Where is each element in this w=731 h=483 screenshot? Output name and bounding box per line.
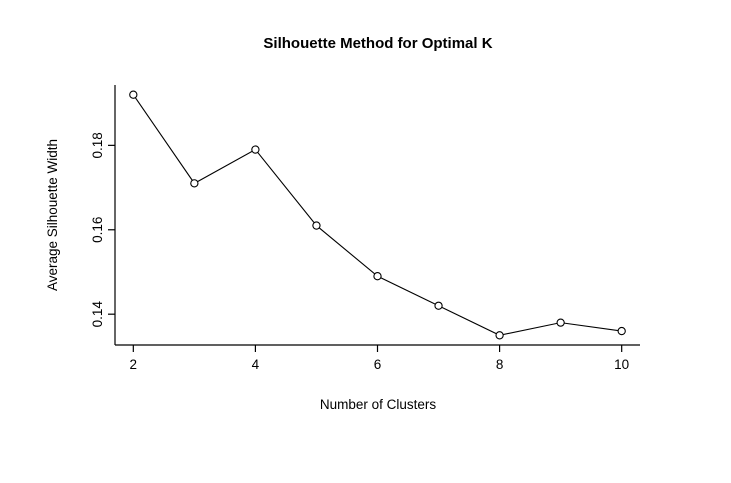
- x-tick-label: 8: [496, 357, 504, 372]
- x-tick-label: 10: [614, 357, 629, 372]
- x-tick-label: 2: [130, 357, 138, 372]
- data-point-marker: [434, 301, 443, 310]
- series-line: [132, 94, 622, 336]
- y-tick-label: 0.18: [90, 132, 105, 158]
- y-axis-label: Average Silhouette Width: [45, 139, 60, 291]
- x-tick-label: 6: [374, 357, 382, 372]
- x-axis-label: Number of Clusters: [320, 397, 437, 412]
- data-point-marker: [190, 179, 199, 188]
- data-point-marker: [556, 318, 565, 327]
- data-point-marker: [251, 145, 260, 154]
- plot-series-group: 2 4 6 8 10 0.14 0.16 0.18: [90, 85, 640, 372]
- data-point-marker: [129, 90, 138, 99]
- data-point-marker: [373, 272, 382, 281]
- y-tick-label: 0.16: [90, 217, 105, 243]
- data-point-marker: [495, 331, 504, 340]
- x-tick-label: 4: [252, 357, 260, 372]
- chart-title: Silhouette Method for Optimal K: [263, 35, 492, 52]
- data-point-marker: [312, 221, 321, 230]
- data-point-marker: [617, 326, 626, 336]
- y-tick-label: 0.14: [90, 301, 105, 328]
